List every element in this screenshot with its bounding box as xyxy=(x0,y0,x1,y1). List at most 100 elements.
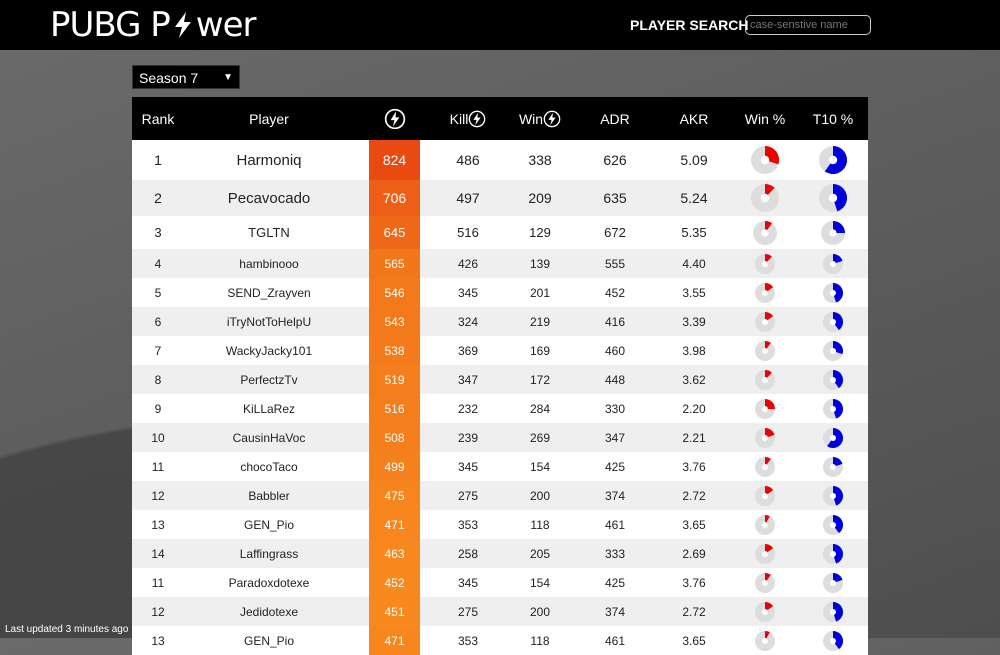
cell: 448 xyxy=(572,365,658,394)
table-header: Rank Player Kill Win ADR AKR Win % T10 % xyxy=(132,97,868,140)
pie-hole xyxy=(828,193,838,203)
brand[interactable]: PUBG P wer xyxy=(50,5,256,45)
pie-hole xyxy=(762,492,768,499)
table-row: 7 WackyJacky101 538 369 169 460 3.98 xyxy=(132,336,868,365)
cell: 169 xyxy=(508,336,572,365)
pie-cell xyxy=(798,568,868,597)
rank: 13 xyxy=(151,633,165,648)
pie-hole xyxy=(828,155,838,165)
rank: 12 xyxy=(151,604,165,619)
search-input[interactable]: case-senstive name xyxy=(745,15,871,35)
cell: 5.09 xyxy=(654,140,734,180)
akr: 5.09 xyxy=(680,152,708,168)
cell: 330 xyxy=(572,394,658,423)
pie-wedge xyxy=(833,311,843,330)
kills: 275 xyxy=(457,604,479,619)
cell: 284 xyxy=(508,394,572,423)
pie-hole xyxy=(762,637,768,644)
pie-hole xyxy=(762,376,768,383)
adr: 635 xyxy=(603,190,627,206)
top-bar: PUBG P wer PLAYER SEARCH case-senstive n… xyxy=(0,0,1000,50)
pie-hole xyxy=(830,550,836,557)
pie-cell xyxy=(798,365,868,394)
wins: 200 xyxy=(529,488,551,503)
pie xyxy=(755,282,775,303)
pie-hole xyxy=(762,521,768,528)
adr: 460 xyxy=(604,343,626,358)
pie-hole xyxy=(760,155,770,165)
pie xyxy=(823,311,843,332)
rank: 9 xyxy=(154,401,162,416)
pie-cell xyxy=(798,539,868,568)
pie-cell xyxy=(798,423,868,452)
wins: 139 xyxy=(529,256,551,271)
pie-cell xyxy=(732,423,798,452)
wins: 154 xyxy=(529,459,551,474)
player-name: chocoTaco xyxy=(240,459,298,474)
wins: 269 xyxy=(529,430,551,445)
header-text: Player xyxy=(249,110,289,127)
akr: 2.21 xyxy=(682,430,706,445)
cell: 425 xyxy=(572,452,658,481)
cell: CausinHaVoc xyxy=(184,423,354,452)
bolt-icon xyxy=(469,110,486,127)
pie-cell xyxy=(798,336,868,365)
cell: 3.98 xyxy=(654,336,734,365)
pie-cell xyxy=(732,278,798,307)
cell: WackyJacky101 xyxy=(184,336,354,365)
kills: 347 xyxy=(457,372,479,387)
adr: 347 xyxy=(604,430,626,445)
pie-cell xyxy=(732,365,798,394)
header-cell: ADR xyxy=(572,97,658,140)
akr: 2.20 xyxy=(682,401,706,416)
pie xyxy=(751,184,779,212)
pie-hole xyxy=(830,405,836,412)
adr: 374 xyxy=(604,604,626,619)
pie-wedge xyxy=(833,184,847,212)
power-score: 645 xyxy=(383,225,406,240)
pie-cell xyxy=(798,180,868,216)
cell: 452 xyxy=(572,278,658,307)
player-name: TGLTN xyxy=(248,225,290,240)
table-row: 14 Laffingrass 463 258 205 333 2.69 xyxy=(132,539,868,568)
rank: 5 xyxy=(154,285,162,300)
brand-text: wer xyxy=(195,5,257,45)
cell: 13 xyxy=(132,626,184,655)
season-select[interactable]: Season 7 ▼ xyxy=(132,65,240,89)
pie-wedge xyxy=(833,220,845,233)
cell: 347 xyxy=(572,423,658,452)
cell: 3.55 xyxy=(654,278,734,307)
cell: GEN_Pio xyxy=(184,626,354,655)
player-name: Babbler xyxy=(248,488,290,503)
pie-cell xyxy=(798,510,868,539)
kills: 516 xyxy=(457,225,479,240)
power-score: 499 xyxy=(384,459,405,474)
pie-hole xyxy=(830,521,836,528)
kills: 275 xyxy=(457,488,479,503)
pie-cell xyxy=(798,481,868,510)
kills: 497 xyxy=(456,190,480,206)
cell: hambinooo xyxy=(184,249,354,278)
power-score: 824 xyxy=(382,152,407,168)
cell: 12 xyxy=(132,597,184,626)
pie xyxy=(755,601,775,622)
header-text: Rank xyxy=(141,110,175,127)
pie xyxy=(755,427,775,448)
player-name: SEND_Zrayven xyxy=(227,285,311,300)
season-text: Season 7 xyxy=(139,70,199,86)
header-text: Kill xyxy=(449,110,469,127)
pie-wedge xyxy=(833,369,843,388)
pie-cell xyxy=(798,307,868,336)
player-name: Pecavocado xyxy=(227,189,311,207)
kills: 324 xyxy=(457,314,479,329)
pie-wedge xyxy=(833,514,843,533)
pie xyxy=(755,485,775,506)
pie xyxy=(753,220,777,245)
pie-wedge xyxy=(765,253,772,264)
wins: 338 xyxy=(528,152,552,168)
kills: 345 xyxy=(457,575,479,590)
cell: PerfectzTv xyxy=(184,365,354,394)
pie-hole xyxy=(760,193,770,203)
akr: 3.65 xyxy=(682,633,706,648)
rank: 4 xyxy=(154,256,162,271)
